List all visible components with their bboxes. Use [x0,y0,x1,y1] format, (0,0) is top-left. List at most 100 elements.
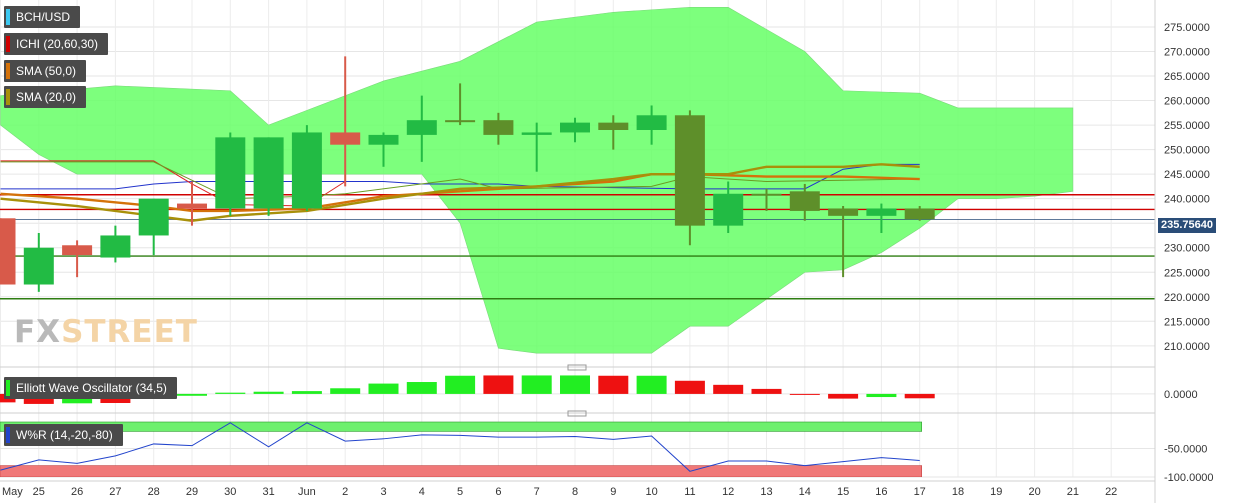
candle-body [215,137,246,209]
time-tick-label: 11 [684,486,695,498]
candle-body [62,245,93,256]
candle-body [138,198,169,236]
price-tick-label: 220.0000 [1164,292,1210,304]
legend-sma50-label: SMA (50,0) [16,64,77,78]
ewo-bar [713,384,744,394]
price-tick-label: 245.0000 [1164,169,1210,181]
time-tick-label: 25 [33,486,45,498]
time-tick-label: 31 [262,486,274,498]
legend-wr-label: W%R (14,-20,-80) [16,428,113,442]
candle-body [330,132,361,145]
ewo-bar [828,393,859,399]
ewo-bar [215,392,246,394]
wr-panel: -50.0000 -100.0000 [0,421,1214,485]
price-tick-label: 215.0000 [1164,316,1210,328]
price-tick-label: 240.0000 [1164,194,1210,206]
time-tick-label: 5 [457,486,463,498]
time-tick-label: 30 [224,486,236,498]
legend-sma50[interactable]: SMA (50,0) [4,60,87,82]
time-tick-label: 19 [990,486,1002,498]
ewo-bar [445,375,476,394]
price-tick-label: 230.0000 [1164,243,1210,255]
ewo-bar [789,393,820,395]
time-tick-label: 27 [109,486,121,498]
legend-ichimoku[interactable]: ICHI (20,60,30) [4,33,109,55]
ewo-bar [406,382,437,394]
time-tick-label: 8 [572,486,578,498]
time-tick-label: 29 [186,486,198,498]
fxstreet-logo: FXSTREET [14,314,198,350]
candle-body [866,208,897,216]
candle-body [674,115,705,226]
candle-body [713,193,744,226]
time-tick-label: 9 [610,486,616,498]
ewo-bar [751,388,782,394]
price-tick-label: 210.0000 [1164,341,1210,353]
legend-swatch [6,9,10,25]
ewo-bar [674,380,705,394]
candle-body [291,132,322,209]
panel-separator-2[interactable] [0,410,1155,417]
ewo-tick-label: 0.0000 [1164,389,1198,401]
candles [0,56,935,292]
ewo-bar [483,375,514,394]
legend-swatch [6,89,10,105]
legend-wr[interactable]: W%R (14,-20,-80) [4,424,123,446]
drag-handle-icon[interactable] [567,364,587,371]
wr-tick-label: -50.0000 [1164,444,1207,456]
wr-line [0,422,920,472]
candle-body [483,120,514,135]
price-tick-label: 270.0000 [1164,47,1210,59]
time-tick-label: 3 [380,486,386,498]
ewo-bar [866,393,897,398]
ewo-bar [330,388,361,394]
time-tick-label: 13 [760,486,772,498]
ewo-bar [521,375,552,394]
price-tick-label: 260.0000 [1164,96,1210,108]
price-tick-label: 275.0000 [1164,22,1210,34]
candle-body [177,203,207,209]
ewo-bar [253,391,284,394]
ewo-axis[interactable]: 0.0000 [1164,389,1198,401]
ewo-bar [177,393,207,396]
time-tick-label: May [2,486,23,498]
logo-fx: FX [14,314,62,350]
candle-body [598,122,629,130]
legend-symbol[interactable]: BCH/USD [4,6,81,28]
time-axis[interactable]: May 25 26 27 28 29 30 31 Jun 2 3 4 5 6 7 8 9 10 11 12 13 14 15… [0,480,1155,498]
candle-body [445,120,476,123]
wr-overbought-zone [0,421,923,432]
legend-swatch [6,63,10,79]
ewo-bar [560,375,590,394]
price-tick-label: 255.0000 [1164,120,1210,132]
ichimoku-cloud-area [0,7,1074,354]
legend-symbol-label: BCH/USD [16,10,71,24]
legend-ewo[interactable]: Elliott Wave Oscillator (34,5) [4,377,177,399]
price-tick-label: 250.0000 [1164,145,1210,157]
time-tick-label: Jun [298,486,316,498]
ewo-bars [0,375,935,404]
last-price-tag: 235.75640 [1158,218,1216,233]
candle-body [521,132,552,135]
time-tick-label: 2 [342,486,348,498]
ewo-bar [598,375,629,394]
candle-body [368,134,399,145]
ichimoku-cloud [0,7,1074,354]
legend-sma20[interactable]: SMA (20,0) [4,86,87,108]
logo-street: STREET [61,314,198,350]
candle-body [253,137,284,209]
time-tick-label: 7 [534,486,540,498]
panel-separator[interactable] [0,364,1155,371]
time-tick-label: 22 [1105,486,1117,498]
drag-handle-icon[interactable] [567,410,587,417]
time-tick-label: 17 [914,486,926,498]
time-tick-label: 28 [148,486,160,498]
price-axis[interactable]: 210.0000 215.0000 220.0000 225.0000 230.0000… [1164,22,1210,353]
price-tick-label: 225.0000 [1164,267,1210,279]
wr-axis[interactable]: -50.0000 -100.0000 [1164,444,1214,485]
time-tick-label: 4 [419,486,425,498]
legend-ewo-label: Elliott Wave Oscillator (34,5) [16,381,167,395]
ewo-bar [291,391,322,394]
candle-body [751,193,782,196]
